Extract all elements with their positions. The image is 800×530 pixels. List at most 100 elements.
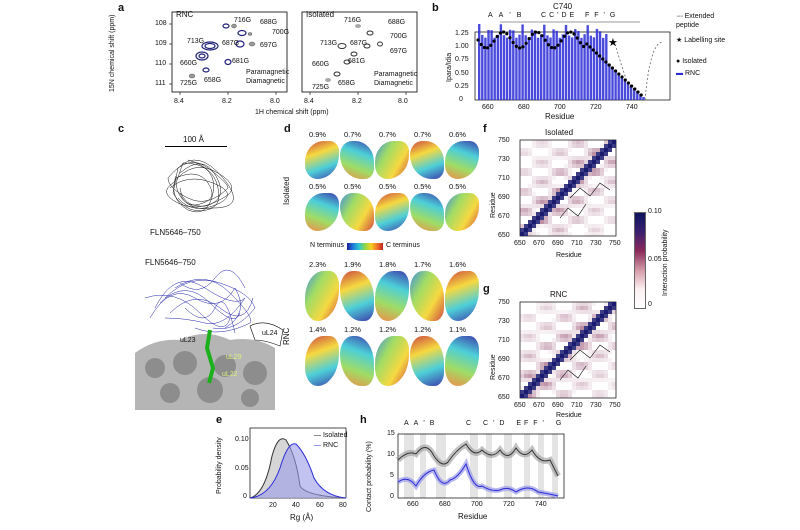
heatmap-cell bbox=[556, 156, 560, 160]
heatmap-cell bbox=[588, 382, 592, 386]
ensemble-percentage: 0.5% bbox=[309, 182, 327, 191]
heatmap-cell bbox=[536, 378, 540, 382]
pre-bar bbox=[533, 30, 537, 100]
heatmap-cell bbox=[528, 208, 532, 212]
strand-stripe bbox=[420, 434, 426, 498]
heatmap-cell bbox=[576, 216, 580, 220]
heatmap-cell bbox=[568, 370, 572, 374]
heatmap-cell bbox=[536, 338, 540, 342]
ensemble-structure bbox=[410, 336, 444, 386]
heatmap-cell bbox=[568, 148, 572, 152]
heatmap-cell bbox=[584, 164, 588, 168]
xtick: 660 bbox=[482, 104, 494, 111]
heatmap-cell bbox=[556, 314, 560, 318]
heatmap-cell bbox=[588, 386, 592, 390]
isolated-point bbox=[591, 48, 595, 52]
heatmap-cell bbox=[552, 358, 556, 362]
heatmap-cell bbox=[608, 366, 612, 370]
heatmap-cell bbox=[528, 370, 532, 374]
ensemble-structure bbox=[340, 193, 374, 231]
heatmap-cell bbox=[584, 152, 588, 156]
heatmap-cell bbox=[584, 192, 588, 196]
heatmap-cell bbox=[580, 200, 584, 204]
heatmap-cell bbox=[584, 220, 588, 224]
heatmap-cell bbox=[528, 148, 532, 152]
heatmap-cell bbox=[588, 176, 592, 180]
heatmap-cell bbox=[568, 338, 572, 342]
heatmap-cell bbox=[540, 378, 544, 382]
heatmap-cell bbox=[592, 374, 596, 378]
heatmap-cell bbox=[580, 140, 584, 144]
heatmap-cell bbox=[552, 382, 556, 386]
colorbar-n-terminus: N terminus bbox=[310, 242, 344, 249]
heatmap-cell bbox=[612, 302, 616, 306]
heatmap-cell bbox=[560, 212, 564, 216]
pre-bar bbox=[505, 37, 509, 100]
heatmap-cell bbox=[560, 354, 564, 358]
heatmap-cell bbox=[596, 232, 600, 236]
heatmap-cell bbox=[604, 354, 608, 358]
contact-probability-chart bbox=[395, 433, 565, 499]
heatmap-cell bbox=[604, 184, 608, 188]
heatmap-cell bbox=[540, 140, 544, 144]
heatmap-cell bbox=[544, 370, 548, 374]
heatmap-cell bbox=[572, 326, 576, 330]
heatmap-cell bbox=[608, 216, 612, 220]
heatmap-cell bbox=[592, 152, 596, 156]
heatmap-cell bbox=[528, 172, 532, 176]
heatmap-cell bbox=[564, 188, 568, 192]
heatmap-cell bbox=[564, 354, 568, 358]
heatmap-cell bbox=[612, 366, 616, 370]
ytick: 10 bbox=[387, 451, 395, 458]
heatmap-cell bbox=[552, 208, 556, 212]
heatmap-ytick: 650 bbox=[498, 232, 510, 239]
heatmap-cell bbox=[576, 334, 580, 338]
heatmap-cell bbox=[552, 362, 556, 366]
heatmap-xtick: 750 bbox=[609, 240, 621, 247]
heatmap-xtick: 690 bbox=[552, 402, 564, 409]
ensemble-structure bbox=[375, 336, 409, 386]
pre-bar bbox=[555, 30, 558, 100]
ensemble-percentage: 1.1% bbox=[449, 325, 467, 334]
heatmap-cell bbox=[536, 382, 540, 386]
heatmap-cell bbox=[584, 310, 588, 314]
heatmap-cell bbox=[564, 192, 568, 196]
heatmap-cell bbox=[608, 196, 612, 200]
ensemble-percentage: 0.5% bbox=[414, 182, 432, 191]
pre-bar bbox=[509, 29, 512, 100]
heatmap-cell bbox=[604, 176, 608, 180]
xtick: 720 bbox=[503, 501, 515, 508]
heatmap-cell bbox=[596, 310, 600, 314]
heatmap-cell bbox=[552, 152, 556, 156]
isolated-point bbox=[498, 31, 502, 35]
heatmap-cell bbox=[540, 330, 544, 334]
heatmap-cell bbox=[552, 156, 556, 160]
heatmap-cell bbox=[552, 310, 556, 314]
heatmap-cell bbox=[580, 176, 584, 180]
heatmap-cell bbox=[540, 156, 544, 160]
legend-diamagnetic: Diamagnetic bbox=[246, 78, 285, 85]
heatmap-cell bbox=[568, 310, 572, 314]
peak-label: 658G bbox=[338, 80, 356, 87]
isolated-point bbox=[617, 72, 621, 76]
heatmap-cell bbox=[600, 172, 604, 176]
heatmap-xtick: 730 bbox=[590, 240, 602, 247]
nmr-xtick: 8.2 bbox=[352, 98, 362, 105]
heatmap-cell bbox=[576, 164, 580, 168]
legend-isolated: ● Isolated bbox=[676, 58, 707, 65]
panel-label-h: h bbox=[360, 414, 367, 426]
heatmap-cell bbox=[592, 168, 596, 172]
peak-label: 681G bbox=[348, 58, 366, 65]
isolated-point bbox=[495, 34, 499, 39]
heatmap-cell bbox=[600, 334, 604, 338]
heatmap-cell bbox=[556, 358, 560, 362]
heatmap-cell bbox=[540, 164, 544, 168]
heatmap-cell bbox=[536, 200, 540, 204]
heatmap-cell bbox=[592, 318, 596, 322]
isolated-point bbox=[537, 31, 541, 35]
heatmap-cell bbox=[544, 302, 548, 306]
heatmap-cell bbox=[588, 306, 592, 310]
heatmap-cell bbox=[540, 362, 544, 366]
heatmap-f-xlabel: Residue bbox=[556, 252, 582, 259]
heatmap-ytick: 750 bbox=[498, 299, 510, 306]
